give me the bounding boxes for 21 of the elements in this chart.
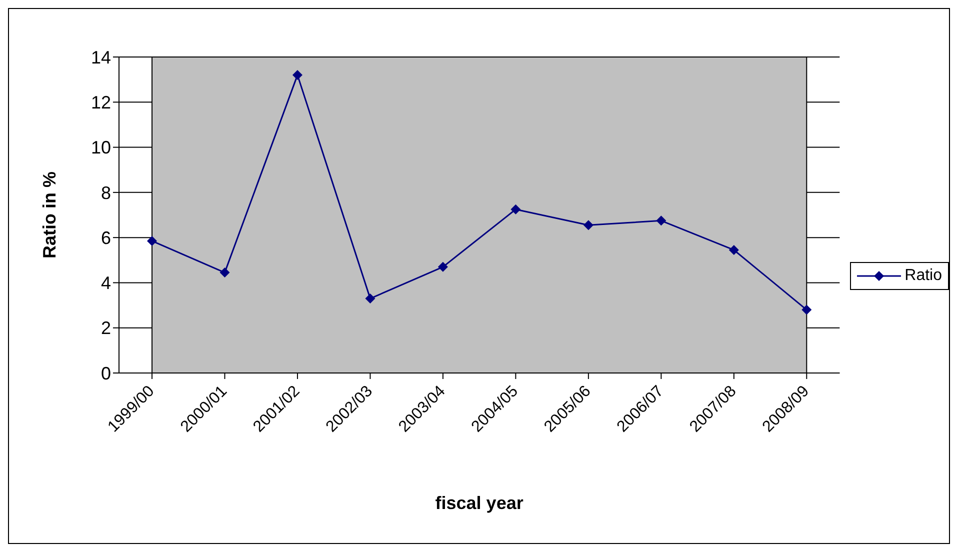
legend-label: Ratio — [904, 267, 942, 285]
y-tick-label: 14 — [90, 47, 111, 68]
point — [292, 70, 302, 80]
point — [220, 268, 230, 278]
y-tick-label: 6 — [100, 228, 111, 248]
point — [365, 294, 376, 304]
point — [147, 236, 157, 246]
point — [438, 262, 448, 272]
y-tick-label: 0 — [100, 363, 111, 384]
y-tick-label: 4 — [100, 273, 111, 294]
y-tick-label: 2 — [100, 318, 111, 338]
point — [510, 204, 521, 214]
y-tick-label: 12 — [90, 92, 111, 113]
point — [656, 216, 666, 226]
y-tick-label: 10 — [90, 138, 111, 158]
y-tick-label: 8 — [100, 182, 111, 203]
y-axis-title: Ratio in % — [39, 171, 60, 259]
x-axis-title: fiscal year — [435, 493, 524, 513]
point — [583, 220, 594, 230]
point — [728, 244, 739, 255]
point — [802, 304, 812, 315]
